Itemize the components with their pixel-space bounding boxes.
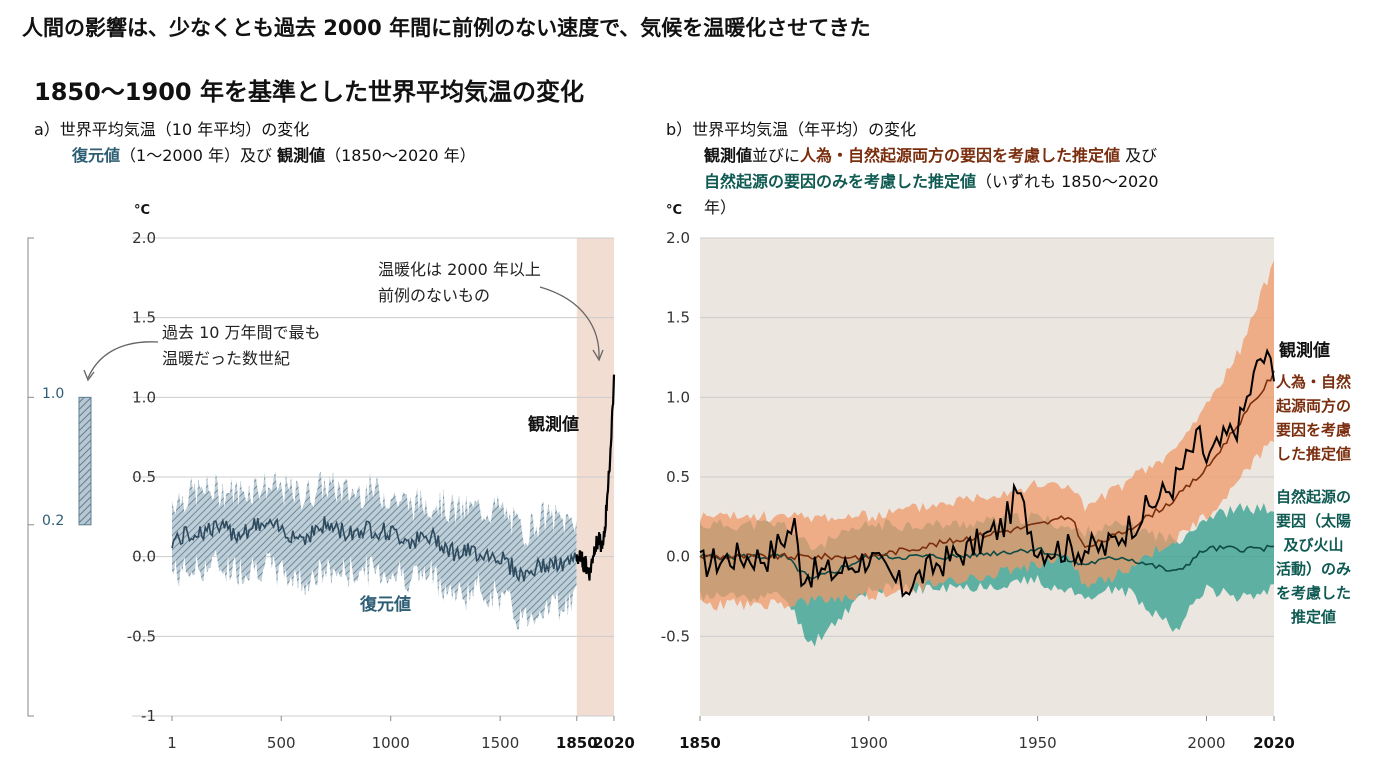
x-tick-label: 1500 <box>481 734 519 752</box>
panel-b-observed-label: 観測値 <box>1279 341 1330 361</box>
x-tick-label: 1 <box>167 734 177 752</box>
panel-b-title: b）世界平均気温（年平均）の変化 観測値並びに人為・自然起源両方の要因を考慮した… <box>666 117 1159 221</box>
panel-a-title-obs: 観測値 <box>277 146 326 165</box>
panel-b-title-human: 人為・自然起源両方の要因を考慮した推定値 <box>800 146 1121 165</box>
natural-label-line: 活動）のみ <box>1276 560 1352 578</box>
x-tick-label: 2000 <box>1187 734 1225 752</box>
reconstruction-line <box>171 516 578 583</box>
x-tick-label: 500 <box>267 734 296 752</box>
side-bar-lower-label: 0.2 <box>42 513 65 529</box>
x-tick-label: 2020 <box>1253 734 1295 752</box>
y-tick-label: 1.0 <box>132 388 156 406</box>
y-tick-label: 0.0 <box>132 548 156 566</box>
reconstruction-uncertainty-band <box>172 471 577 630</box>
human-label-line: 起源両方の <box>1276 397 1352 415</box>
annotation-unprecedented-line2: 前例のないもの <box>378 286 491 305</box>
y-tick-label: 1.5 <box>666 309 690 327</box>
x-tick-label: 1900 <box>850 734 888 752</box>
panel-a-title-end: （1850〜2020 年） <box>325 146 476 165</box>
side-axis-bracket <box>27 237 34 717</box>
natural-label-line: 推定値 <box>1291 608 1337 626</box>
y-tick-label: 0.0 <box>666 548 690 566</box>
human-label-line: 要因を考慮 <box>1276 421 1352 439</box>
panel-b-title-end: （いずれも 1850〜2020 <box>976 172 1159 191</box>
natural-label-line: を考慮した <box>1276 584 1352 602</box>
panel-a-reconstructed-label: 復元値 <box>360 595 411 615</box>
x-tick-label: 1850 <box>679 734 721 752</box>
natural-only-line <box>699 544 1275 580</box>
y-tick-label: 2.0 <box>666 229 690 247</box>
annotation-unprecedented-line1: 温暖化は 2000 年以上 <box>378 260 541 279</box>
panel-b-title-line2: 観測値並びに人為・自然起源両方の要因を考慮した推定値 及び <box>666 143 1159 169</box>
y-tick-label: -0.5 <box>661 627 690 645</box>
human-label-line: 人為・自然 <box>1276 373 1352 391</box>
panel-a-title-mid: （1〜2000 年）及び <box>120 146 273 165</box>
y-tick-label: -1 <box>141 707 156 725</box>
natural-label-line: 及び火山 <box>1283 536 1344 554</box>
y-tick-label: 1.0 <box>666 388 690 406</box>
y-tick-label: 2.0 <box>132 229 156 247</box>
y-tick-label: 0.5 <box>666 468 690 486</box>
panel-b-unit: °C <box>666 203 683 218</box>
natural-label-line: 自然起源の <box>1276 488 1352 506</box>
panel-b-title-line4: 年） <box>704 198 737 217</box>
panel-b-title-obs: 観測値 <box>704 146 753 165</box>
y-tick-label: 0.5 <box>132 468 156 486</box>
side-bar-upper-label: 1.0 <box>42 386 65 402</box>
y-tick-label: -0.5 <box>127 627 156 645</box>
panel-b-title-line3: 自然起源の要因のみを考慮した推定値（いずれも 1850〜2020 <box>666 169 1159 195</box>
annotation-warmest-centuries: 過去 10 万年間で最も 温暖だった数世紀 <box>162 320 321 372</box>
annotation-warmest-line2: 温暖だった数世紀 <box>162 349 291 368</box>
annotation-warmest-line1: 過去 10 万年間で最も <box>162 323 321 342</box>
headline: 人間の影響は、少なくとも過去 2000 年間に前例のない速度で、気候を温暖化させ… <box>22 16 871 40</box>
panel-a-title: a）世界平均気温（10 年平均）の変化 復元値（1〜2000 年）及び 観測値（… <box>34 117 476 169</box>
warmest-centuries-reference-bar <box>78 396 92 526</box>
x-tick-label: 1950 <box>1019 734 1057 752</box>
panel-b-title-mid: 並びに <box>752 146 801 165</box>
observed-line <box>575 374 616 581</box>
panel-a-observed-label: 観測値 <box>528 415 579 435</box>
panel-b-title-natural: 自然起源の要因のみを考慮した推定値 <box>704 172 977 191</box>
human-label-line: した推定値 <box>1276 445 1352 463</box>
y-tick-label: 1.5 <box>132 309 156 327</box>
panel-a-unit: °C <box>134 203 151 218</box>
panel-a-title-recon: 復元値 <box>72 146 121 165</box>
arrow-head <box>592 349 604 362</box>
annotation-arrow-warmest <box>87 341 159 379</box>
observed-line <box>699 348 1275 598</box>
arrow-head <box>83 369 95 382</box>
x-tick-label: 2020 <box>593 734 635 752</box>
panel-a-title-line1: a）世界平均気温（10 年平均）の変化 <box>34 120 310 139</box>
panel-b-human-label: 人為・自然 起源両方の 要因を考慮 した推定値 <box>1276 370 1351 466</box>
human-and-natural-line <box>699 370 1275 561</box>
panel-a-title-line2: 復元値（1〜2000 年）及び 観測値（1850〜2020 年） <box>34 143 476 169</box>
natural-label-line: 要因（太陽 <box>1276 512 1352 530</box>
subheadline: 1850〜1900 年を基準とした世界平均気温の変化 <box>34 78 584 106</box>
annotation-arrow-unprecedented <box>539 286 600 359</box>
x-tick-label: 1850 <box>556 734 598 752</box>
panel-b-title-line1: b）世界平均気温（年平均）の変化 <box>666 120 917 139</box>
annotation-unprecedented: 温暖化は 2000 年以上 前例のないもの <box>378 257 541 309</box>
panel-b-natural-label: 自然起源の 要因（太陽 及び火山 活動）のみ を考慮した 推定値 <box>1276 485 1351 629</box>
panel-b-title-and: 及び <box>1120 146 1158 165</box>
x-tick-label: 1000 <box>372 734 410 752</box>
